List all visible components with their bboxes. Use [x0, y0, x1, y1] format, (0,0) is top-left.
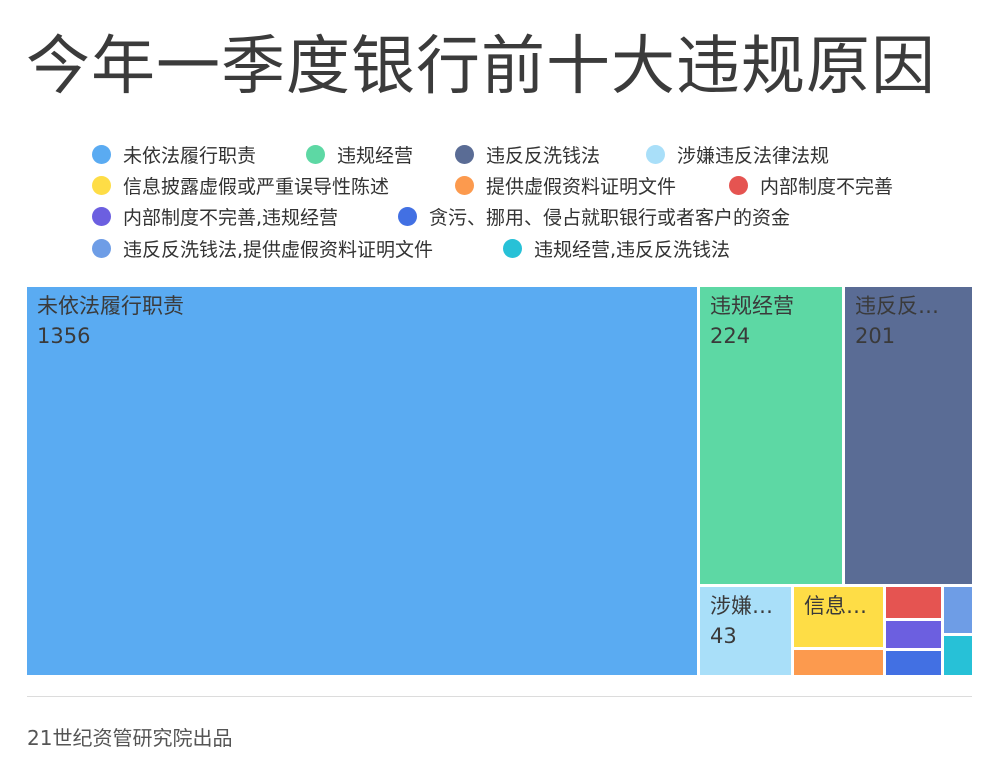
- legend-item[interactable]: 贪污、挪用、侵占就职银行或者客户的资金: [398, 203, 790, 229]
- legend-item[interactable]: 内部制度不完善,违规经营: [92, 203, 338, 229]
- legend-item[interactable]: 提供虚假资料证明文件: [455, 172, 676, 198]
- treemap-tile[interactable]: [886, 621, 941, 648]
- legend-swatch: [306, 144, 325, 164]
- tile-value: 201: [855, 324, 895, 348]
- legend: 未依法履行职责 违规经营 违反反洗钱法 涉嫌违反法律法规信息披露虚假或严重误导性陈述 提…: [0, 0, 1000, 270]
- legend-label: 提供虚假资料证明文件: [486, 175, 677, 198]
- chart-title: 今年一季度银行前十大违规原因: [26, 30, 936, 104]
- treemap: 未依法履行职责 1356 违规经营 224 违反反… 201 涉嫌… 43 信息…: [27, 287, 972, 675]
- tile-value: 1356: [37, 324, 90, 348]
- treemap-tile[interactable]: [944, 636, 972, 675]
- legend-swatch: [455, 175, 474, 195]
- tile-value: 224: [710, 324, 750, 348]
- treemap-tile[interactable]: [845, 287, 972, 584]
- legend-swatch: [92, 144, 111, 164]
- treemap-tile[interactable]: [794, 587, 883, 647]
- treemap-tile[interactable]: [27, 287, 697, 675]
- legend-label: 内部制度不完善: [760, 175, 894, 198]
- legend-label: 信息披露虚假或严重误导性陈述: [123, 175, 390, 198]
- legend-item[interactable]: 未依法履行职责: [92, 141, 256, 167]
- legend-label: 涉嫌违反法律法规: [677, 144, 830, 167]
- legend-label: 违反反洗钱法: [486, 144, 601, 167]
- tile-label: 违规经营: [710, 294, 794, 318]
- tile-label: 未依法履行职责: [37, 294, 184, 318]
- legend-item[interactable]: 违反反洗钱法: [455, 141, 600, 167]
- tile-label: 违反反…: [855, 294, 939, 318]
- treemap-tile[interactable]: [700, 587, 791, 675]
- treemap-tile[interactable]: [886, 651, 941, 675]
- source-note: 21世纪资管研究院出品: [27, 726, 233, 750]
- legend-item[interactable]: 违反反洗钱法,提供虚假资料证明文件: [92, 235, 433, 261]
- legend-swatch: [729, 175, 748, 195]
- legend-swatch: [455, 144, 474, 164]
- legend-swatch: [503, 238, 522, 258]
- legend-swatch: [92, 238, 111, 258]
- legend-label: 贪污、挪用、侵占就职银行或者客户的资金: [429, 206, 791, 229]
- legend-item[interactable]: 违规经营,违反反洗钱法: [503, 235, 730, 261]
- legend-swatch: [398, 206, 417, 226]
- legend-item[interactable]: 内部制度不完善: [729, 172, 893, 198]
- treemap-tile[interactable]: [794, 650, 883, 675]
- legend-label: 未依法履行职责: [123, 144, 257, 167]
- tile-value: 43: [710, 624, 737, 648]
- legend-item[interactable]: 信息披露虚假或严重误导性陈述: [92, 172, 389, 198]
- treemap-tile[interactable]: [886, 587, 941, 618]
- legend-swatch: [646, 144, 665, 164]
- legend-label: 内部制度不完善,违规经营: [123, 206, 339, 229]
- legend-label: 违规经营: [337, 144, 414, 167]
- treemap-tile[interactable]: [700, 287, 842, 584]
- treemap-tile[interactable]: [944, 587, 972, 633]
- tile-label: 涉嫌…: [710, 594, 773, 618]
- tile-label: 信息…: [804, 594, 867, 618]
- legend-item[interactable]: 违规经营: [306, 141, 413, 167]
- legend-item[interactable]: 涉嫌违反法律法规: [646, 141, 829, 167]
- legend-swatch: [92, 175, 111, 195]
- footer-divider: [27, 696, 972, 697]
- legend-label: 违规经营,违反反洗钱法: [534, 238, 731, 261]
- legend-swatch: [92, 206, 111, 226]
- legend-label: 违反反洗钱法,提供虚假资料证明文件: [123, 238, 434, 261]
